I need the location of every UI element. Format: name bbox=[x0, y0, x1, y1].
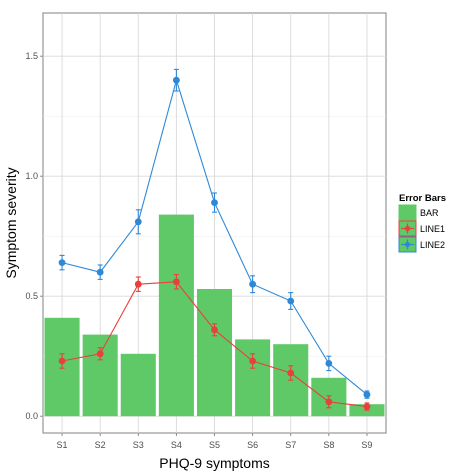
bar-S6 bbox=[235, 339, 271, 417]
x-tick-label: S2 bbox=[95, 440, 106, 450]
line1-point-S3 bbox=[134, 280, 142, 288]
legend: Error Bars BAR LINE1 LINE2 bbox=[398, 193, 446, 253]
legend-key-point bbox=[404, 209, 411, 216]
x-tick-label: S8 bbox=[323, 440, 334, 450]
y-tick-label: 1.5 bbox=[25, 51, 38, 61]
x-tick-label: S1 bbox=[57, 440, 68, 450]
bar-S5 bbox=[196, 289, 233, 417]
legend-label-bar: BAR bbox=[420, 208, 439, 218]
x-axis: S1 S2 S3 S4 S5 S6 S7 S8 S9 bbox=[57, 433, 372, 450]
line2-point-S5 bbox=[211, 199, 218, 207]
y-axis-title: Symptom severity bbox=[3, 167, 19, 278]
x-tick-label: S9 bbox=[361, 440, 372, 450]
line1-point-S7 bbox=[287, 369, 295, 377]
x-tick-label: S3 bbox=[133, 440, 144, 450]
bar-S3 bbox=[120, 353, 156, 417]
legend-key-line1 bbox=[398, 220, 417, 237]
x-tick-label: S4 bbox=[171, 440, 182, 450]
line1-point-S5 bbox=[211, 326, 218, 334]
legend-title: Error Bars bbox=[399, 193, 446, 204]
line1-point-S1 bbox=[58, 357, 66, 365]
y-tick-label: 0.0 bbox=[25, 411, 38, 421]
line2-point-S4 bbox=[172, 76, 180, 84]
y-tick-label: 1.0 bbox=[25, 171, 38, 181]
x-tick-label: S5 bbox=[209, 440, 220, 450]
line2-point-S2 bbox=[96, 268, 104, 276]
line2-point-S7 bbox=[287, 297, 295, 305]
y-axis: 0.0 0.5 1.0 1.5 bbox=[25, 51, 43, 421]
x-tick-label: S6 bbox=[247, 440, 258, 450]
legend-key-point bbox=[404, 225, 411, 232]
y-tick-label: 0.5 bbox=[25, 291, 38, 301]
bar-S2 bbox=[82, 334, 118, 417]
x-tick-label: S7 bbox=[285, 440, 296, 450]
legend-label-line2: LINE2 bbox=[420, 240, 445, 250]
line1-point-S9 bbox=[363, 403, 371, 410]
line2-point-S3 bbox=[134, 218, 142, 226]
legend-key-line2 bbox=[398, 236, 417, 253]
line2-point-S1 bbox=[58, 259, 66, 266]
bar-S4 bbox=[158, 214, 194, 417]
line1-point-S6 bbox=[249, 357, 257, 365]
line2-point-S9 bbox=[363, 391, 371, 398]
legend-key-bar bbox=[398, 204, 417, 221]
line2-point-S8 bbox=[325, 360, 333, 367]
line-series bbox=[58, 68, 371, 411]
line1-point-S2 bbox=[96, 350, 104, 358]
legend-key-point bbox=[404, 241, 411, 248]
line1-point-S8 bbox=[325, 398, 333, 406]
line2-point-S6 bbox=[249, 280, 257, 288]
legend-label-line1: LINE1 bbox=[420, 224, 445, 234]
x-axis-title: PHQ-9 symptoms bbox=[159, 455, 269, 471]
line1-point-S4 bbox=[172, 278, 180, 286]
